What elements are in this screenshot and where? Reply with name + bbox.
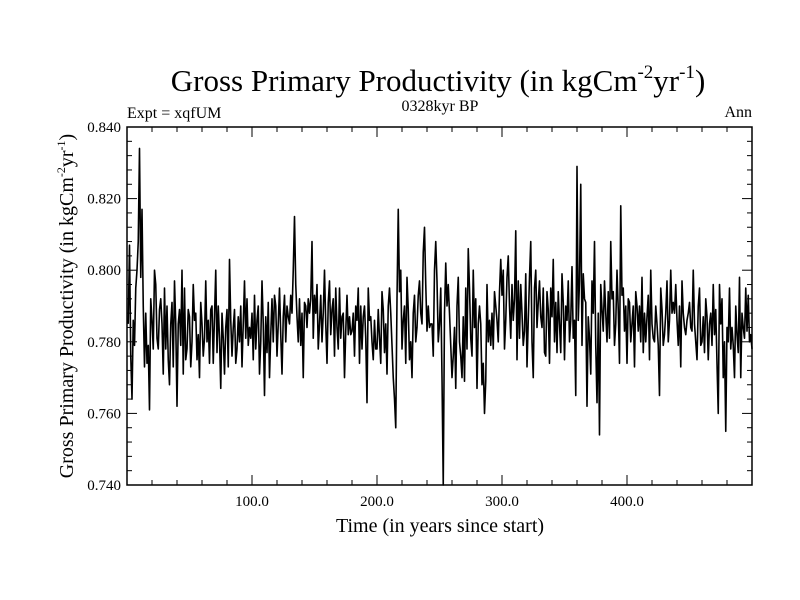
y-tick-label: 0.780 [87,335,121,351]
chart-title: Gross Primary Productivity (in kgCm-2yr-… [171,62,706,98]
subtitle-right: Ann [724,104,752,121]
y-tick-label: 0.820 [87,192,121,208]
subtitle-left: Expt = xqfUM [127,105,221,122]
x-tick-label: 200.0 [360,494,394,510]
gpp-series-line [127,147,753,486]
x-tick-label: 100.0 [235,494,269,510]
x-tick-label: 400.0 [610,494,644,510]
x-tick-label: 300.0 [485,494,519,510]
axis-tick-labels: 100.0 200.0 300.0 400.0 0.740 0.760 0.780 0.800… [87,120,644,510]
subtitle-center: 0328kyr BP [402,98,479,115]
y-tick-label: 0.760 [87,406,121,422]
y-tick-label: 0.740 [87,478,121,494]
y-tick-label: 0.840 [87,120,121,136]
x-axis-label: Time (in years since start) [336,515,544,537]
plot-frame [126,126,753,486]
axis-ticks [127,127,752,485]
y-axis-label: Gross Primary Productivity (in kgCm-2yr-… [54,134,78,478]
y-tick-label: 0.800 [87,263,121,279]
